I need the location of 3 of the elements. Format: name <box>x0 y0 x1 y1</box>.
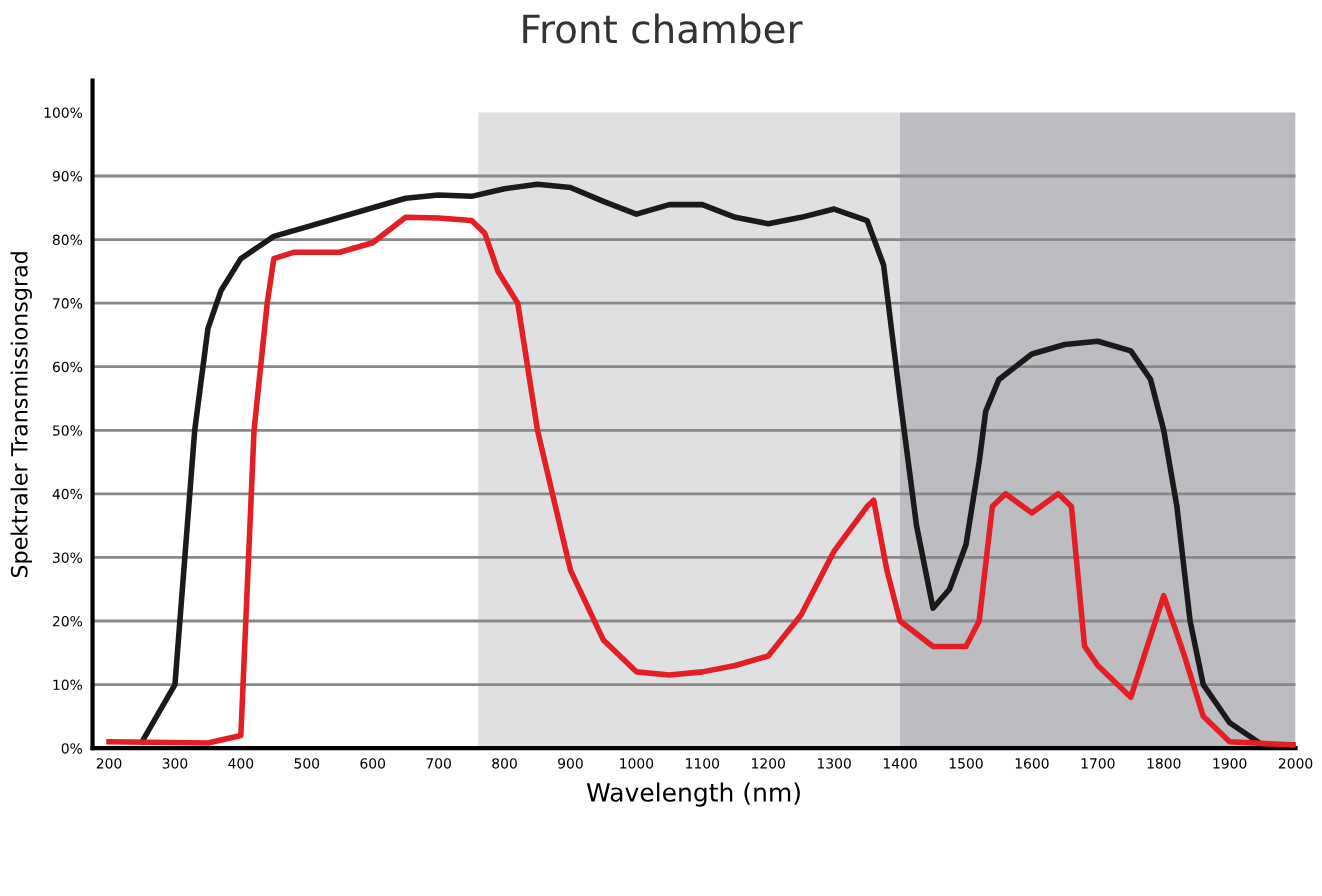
y-axis-title: Spektraler Transmissionsgrad <box>10 252 32 578</box>
x-axis-title: Wavelength (nm) <box>586 782 800 807</box>
chart-title: Front chamber <box>523 13 803 44</box>
